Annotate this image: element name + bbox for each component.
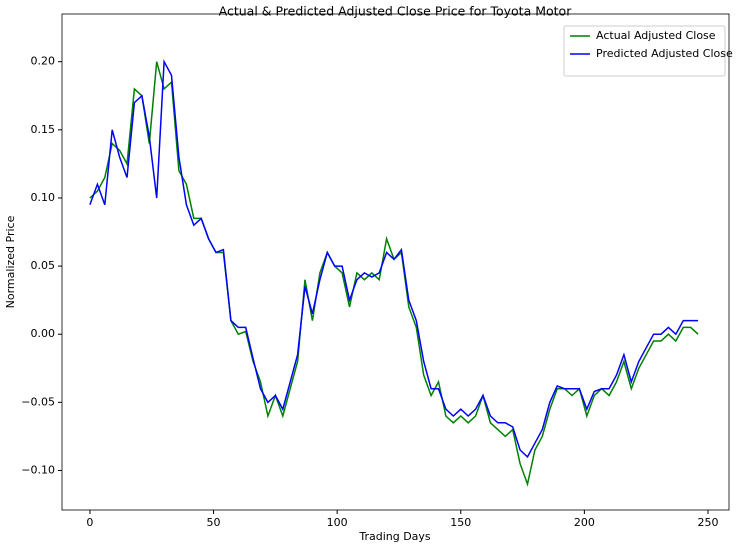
y-tick-label: −0.10 [21,463,55,476]
x-tick-label: 250 [697,516,718,529]
chart-title: Actual & Predicted Adjusted Close Price … [219,4,573,19]
y-tick-label: −0.05 [21,395,55,408]
y-tick-label: 0.05 [31,259,56,272]
x-tick-label: 150 [450,516,471,529]
x-axis-label: Trading Days [358,530,431,543]
series-line [89,61,699,487]
x-tick-label: 0 [86,516,93,529]
legend-box [563,25,726,77]
series-line [89,59,699,459]
y-tick-label: 0.10 [31,191,56,204]
x-tick-label: 200 [574,516,595,529]
legend-label: Predicted Adjusted Close [596,47,733,60]
plot-frame [61,13,730,511]
legend-label: Actual Adjusted Close [596,29,716,42]
x-tick-label: 50 [207,516,221,529]
y-tick-label: 0.20 [31,55,56,68]
y-tick-label: 0.15 [31,123,56,136]
x-tick-label: 100 [327,516,348,529]
y-tick-label: 0.00 [31,327,56,340]
y-axis-label: Normalized Price [4,215,17,308]
